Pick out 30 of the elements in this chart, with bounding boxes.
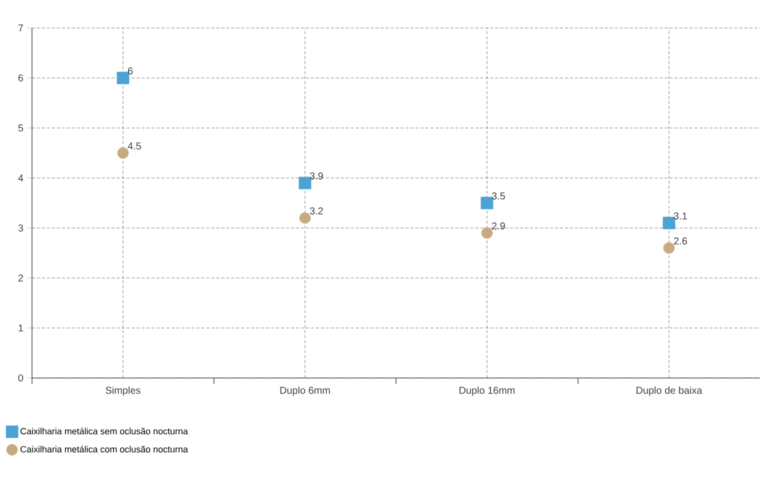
x-tick-label: Duplo 6mm [280,386,330,396]
x-tick-label: Simples [106,386,140,396]
data-label: 3.9 [310,172,323,180]
y-tick-label: 6 [18,74,24,82]
point [662,216,676,230]
y-tick-label: 3 [18,224,24,232]
point [298,176,312,190]
data-label: 2.9 [492,222,505,230]
legend-label: Caixilharia metálica sem oclusão nocturna [20,428,188,434]
y-tick-label: 2 [18,274,23,282]
point [480,196,494,210]
y-tick-label: 1 [18,324,24,332]
data-label: 3.5 [492,192,505,200]
data-label: 2.6 [674,237,687,244]
point [116,72,130,84]
y-tick-label: 7 [18,24,23,32]
point [481,227,493,239]
data-label: 3.2 [310,207,323,214]
point [117,147,129,159]
y-tick-label: 0 [18,374,24,382]
y-tick-label: 5 [18,124,24,132]
x-tick-label: Duplo de baixa [636,386,702,396]
legend-label: Caixilharia metálica com oclusão nocturna [20,446,188,452]
y-tick-label: 4 [18,174,24,182]
data-label: 4.5 [128,142,141,150]
data-label: 3.1 [674,212,687,220]
data-label: 6 [128,67,133,74]
point [663,242,675,254]
point [299,212,311,224]
x-tick-label: Duplo 16mm [460,386,515,396]
